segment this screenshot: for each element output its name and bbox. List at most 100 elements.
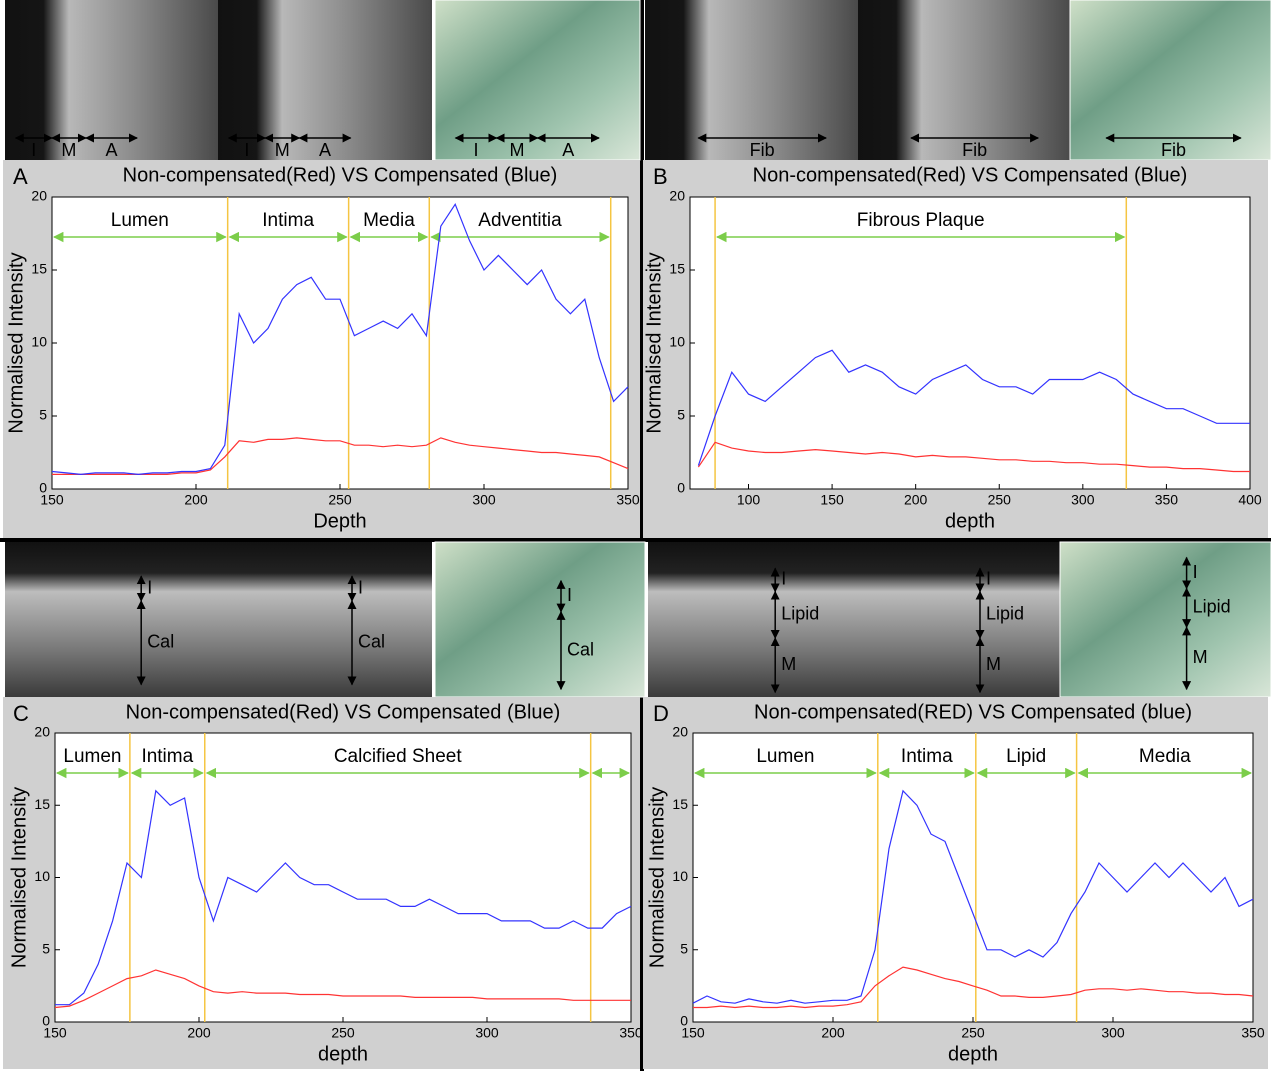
region-label: Fibrous Plaque: [857, 210, 985, 231]
image-label: I: [1193, 562, 1198, 582]
panel-letter: D: [653, 701, 669, 726]
x-axis-label: depth: [318, 1043, 368, 1065]
image-label: I: [473, 140, 478, 160]
image-label: A: [319, 140, 331, 160]
region-label: Lumen: [756, 746, 814, 767]
region-label: Lipid: [1006, 746, 1046, 767]
x-tick-label: 150: [681, 1025, 705, 1041]
image-label: I: [567, 585, 572, 605]
image-label: Cal: [358, 632, 385, 652]
region-label: Media: [1139, 746, 1191, 767]
image-label: I: [244, 140, 249, 160]
x-tick-label: 250: [328, 492, 352, 508]
y-tick-label: 0: [677, 480, 685, 496]
region-label: Lumen: [63, 746, 121, 767]
image-label: I: [986, 569, 991, 589]
x-axis-label: Depth: [313, 510, 366, 532]
image: [648, 542, 860, 697]
y-axis-label: Normalised Intensity: [8, 787, 30, 968]
image: [645, 0, 858, 160]
region-label: Intima: [262, 210, 314, 231]
image-label: Lipid: [781, 604, 819, 624]
x-tick-label: 200: [904, 492, 928, 508]
image-label: Lipid: [986, 604, 1024, 624]
panel-divider: [0, 538, 1271, 542]
region-label: Intima: [141, 746, 193, 767]
page: I M A I M A I M A A Non-compensated(Red) VS Compen…: [0, 0, 1271, 1076]
plot-area: [690, 197, 1250, 489]
chart-title: Non-compensated(Red) VS Compensated (Blu…: [753, 164, 1188, 186]
x-tick-label: 150: [40, 492, 64, 508]
chart-title: Non-compensated(Red) VS Compensated (Blu…: [126, 701, 561, 723]
x-tick-label: 300: [475, 1025, 499, 1041]
image: [860, 542, 1060, 697]
image-label: I: [358, 577, 363, 597]
region-label: Intima: [901, 746, 953, 767]
image: [232, 542, 432, 697]
image-label: M: [275, 140, 290, 160]
image: [5, 542, 232, 697]
panel-letter: C: [13, 701, 29, 726]
plot-area: [52, 197, 628, 489]
x-tick-label: 200: [184, 492, 208, 508]
x-tick-label: 350: [1241, 1025, 1265, 1041]
figure: I M A I M A I M A A Non-compensated(Red) VS Compen…: [0, 0, 1271, 1071]
image-label: A: [105, 140, 117, 160]
image-label: Fib: [1161, 140, 1186, 160]
y-tick-label: 15: [34, 796, 50, 812]
y-tick-label: 5: [680, 940, 688, 956]
x-axis-label: depth: [945, 510, 995, 532]
panel-letter: B: [653, 164, 668, 189]
x-tick-label: 350: [1155, 492, 1179, 508]
y-tick-label: 10: [31, 334, 47, 350]
y-tick-label: 15: [669, 261, 685, 277]
image-label: M: [781, 654, 796, 674]
x-tick-label: 300: [1101, 1025, 1125, 1041]
y-tick-label: 5: [39, 407, 47, 423]
image-label: Fib: [750, 140, 775, 160]
y-tick-label: 20: [672, 724, 688, 740]
y-tick-label: 20: [34, 724, 50, 740]
x-tick-label: 200: [821, 1025, 845, 1041]
image: [218, 0, 432, 160]
y-tick-label: 15: [31, 261, 47, 277]
y-tick-label: 10: [669, 334, 685, 350]
image-label: M: [1193, 647, 1208, 667]
x-tick-label: 200: [187, 1025, 211, 1041]
region-label: Calcified Sheet: [334, 746, 463, 767]
image-label: Fib: [962, 140, 987, 160]
x-tick-label: 150: [43, 1025, 67, 1041]
y-tick-label: 20: [31, 188, 47, 204]
x-axis-label: depth: [948, 1043, 998, 1065]
region-label: Media: [363, 210, 415, 231]
y-tick-label: 20: [669, 188, 685, 204]
y-axis-label: Normalised Intensity: [646, 787, 668, 968]
region-label: Adventitia: [478, 210, 562, 231]
image-label: Cal: [567, 639, 594, 659]
y-axis-label: Normalised Intensity: [643, 252, 665, 433]
y-axis-label: Normalised Intensity: [5, 252, 27, 433]
image-label: I: [147, 577, 152, 597]
y-tick-label: 5: [677, 407, 685, 423]
y-tick-label: 10: [34, 868, 50, 884]
chart-title: Non-compensated(RED) VS Compensated (blu…: [754, 701, 1192, 723]
image: [435, 542, 645, 697]
x-tick-label: 400: [1238, 492, 1262, 508]
y-tick-label: 15: [672, 796, 688, 812]
image-label: M: [510, 140, 525, 160]
x-tick-label: 300: [1071, 492, 1095, 508]
x-tick-label: 350: [619, 1025, 643, 1041]
image: [1070, 0, 1271, 160]
image-label: I: [781, 569, 786, 589]
image: [5, 0, 218, 160]
image-label: Cal: [147, 632, 174, 652]
x-tick-label: 350: [616, 492, 640, 508]
x-tick-label: 300: [472, 492, 496, 508]
panel-letter: A: [13, 164, 28, 189]
image-label: M: [61, 140, 76, 160]
image-label: Lipid: [1193, 597, 1231, 617]
x-tick-label: 250: [961, 1025, 985, 1041]
y-tick-label: 10: [672, 868, 688, 884]
image: [858, 0, 1070, 160]
image-label: A: [562, 140, 574, 160]
